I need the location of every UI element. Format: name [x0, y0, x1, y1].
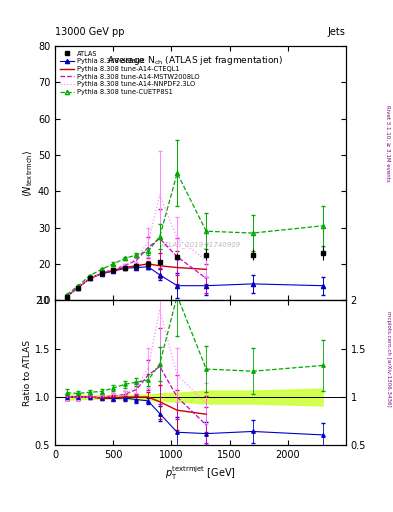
Text: Average N$_{\rm ch}$ (ATLAS jet fragmentation): Average N$_{\rm ch}$ (ATLAS jet fragment…	[107, 54, 283, 67]
Y-axis label: $\langle N_{\rm textrm{ch}}\rangle$: $\langle N_{\rm textrm{ch}}\rangle$	[21, 150, 35, 197]
Legend: ATLAS, Pythia 8.308 default, Pythia 8.308 tune-A14-CTEQL1, Pythia 8.308 tune-A14: ATLAS, Pythia 8.308 default, Pythia 8.30…	[57, 48, 202, 98]
Text: Jets: Jets	[328, 27, 346, 37]
Text: ATLAS_2019_I1740909: ATLAS_2019_I1740909	[160, 241, 241, 248]
Y-axis label: Ratio to ATLAS: Ratio to ATLAS	[23, 340, 32, 406]
Text: 13000 GeV pp: 13000 GeV pp	[55, 27, 125, 37]
Text: Rivet 3.1.10, ≥ 3.1M events: Rivet 3.1.10, ≥ 3.1M events	[386, 105, 391, 182]
X-axis label: $p_{\rm T}^{\rm textrm{jet}}$ [GeV]: $p_{\rm T}^{\rm textrm{jet}}$ [GeV]	[165, 464, 236, 482]
Text: mcplots.cern.ch [arXiv:1306.3436]: mcplots.cern.ch [arXiv:1306.3436]	[386, 311, 391, 406]
